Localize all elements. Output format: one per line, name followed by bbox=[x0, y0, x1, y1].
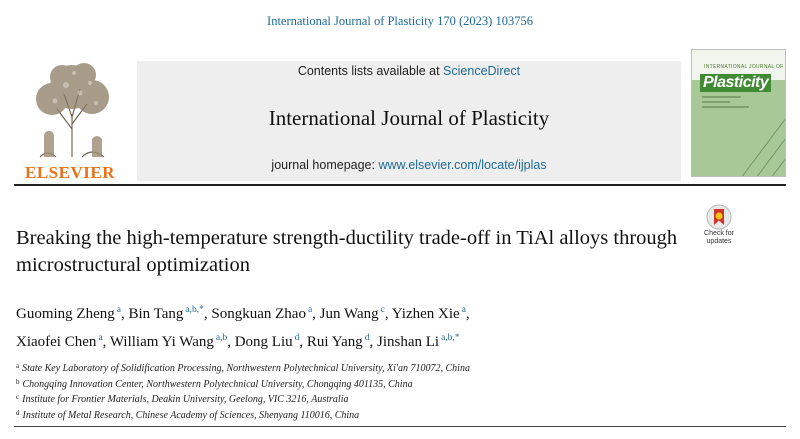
journal-title: International Journal of Plasticity bbox=[268, 106, 550, 130]
sciencedirect-link[interactable]: ScienceDirect bbox=[443, 64, 521, 78]
affiliation: b Chongqing Innovation Center, Northweste… bbox=[16, 377, 413, 390]
author[interactable]: Jinshan Li a,b,* bbox=[376, 333, 460, 350]
journal-citation[interactable]: International Journal of Plasticity 170 … bbox=[267, 14, 533, 28]
author-list: Guoming Zheng a, Bin Tang a,b,*, Songkuan … bbox=[16, 305, 470, 350]
affiliation: d Institute of Metal Research, Chinese Ac… bbox=[16, 408, 360, 421]
author[interactable]: Jun Wang c bbox=[319, 305, 385, 322]
affiliation-list: a State Key Laboratory of Solidification … bbox=[16, 360, 786, 422]
homepage-prefix: journal homepage: bbox=[271, 158, 379, 172]
journal-header: ELSEVIER Contents lists available at Sci… bbox=[14, 47, 786, 182]
author[interactable]: Xiaofei Chen a bbox=[16, 333, 103, 350]
homepage-link[interactable]: www.elsevier.com/locate/ijplas bbox=[378, 158, 547, 172]
author[interactable]: Bin Tang a,b,* bbox=[128, 305, 204, 322]
author[interactable]: William Yi Wang a,b bbox=[109, 333, 228, 350]
author[interactable]: Dong Liu d bbox=[234, 333, 300, 350]
article-title: Breaking the high-temperature strength-d… bbox=[16, 227, 678, 276]
author[interactable]: Guoming Zheng a bbox=[16, 305, 121, 322]
section-rule bbox=[14, 426, 786, 427]
crossmark-icon bbox=[706, 204, 732, 230]
crossmark-label-1: Check for bbox=[704, 230, 734, 237]
elsevier-wordmark: ELSEVIER bbox=[25, 163, 115, 182]
contents-prefix: Contents lists available at bbox=[297, 64, 444, 78]
author[interactable]: Yizhen Xie a bbox=[391, 305, 466, 322]
crossmark-label-2: updates bbox=[706, 238, 732, 245]
author[interactable]: Rui Yang d bbox=[306, 333, 370, 350]
homepage-line: journal homepage: www.elsevier.com/locat… bbox=[137, 158, 681, 172]
journal-cover-thumbnail[interactable]: INTERNATIONAL JOURNAL OF Plasticity bbox=[691, 49, 786, 177]
elsevier-tree-icon bbox=[36, 63, 109, 158]
cover-decoration-icon bbox=[741, 118, 785, 176]
cover-title: Plasticity bbox=[700, 74, 772, 92]
cover-small-text: INTERNATIONAL JOURNAL OF bbox=[704, 64, 784, 70]
contents-line: Contents lists available at ScienceDirec… bbox=[137, 64, 681, 78]
check-for-updates-badge[interactable]: Check for updates bbox=[700, 204, 738, 250]
cover-text-lines bbox=[702, 96, 757, 111]
header-rule bbox=[14, 184, 786, 186]
affiliation: a State Key Laboratory of Solidification … bbox=[16, 362, 470, 374]
affiliation: c Institute for Frontier Materials, Deaki… bbox=[16, 393, 349, 405]
elsevier-logo[interactable]: ELSEVIER bbox=[14, 59, 126, 183]
author[interactable]: Songkuan Zhao a bbox=[211, 305, 313, 322]
journal-banner: Contents lists available at ScienceDirec… bbox=[137, 61, 681, 181]
